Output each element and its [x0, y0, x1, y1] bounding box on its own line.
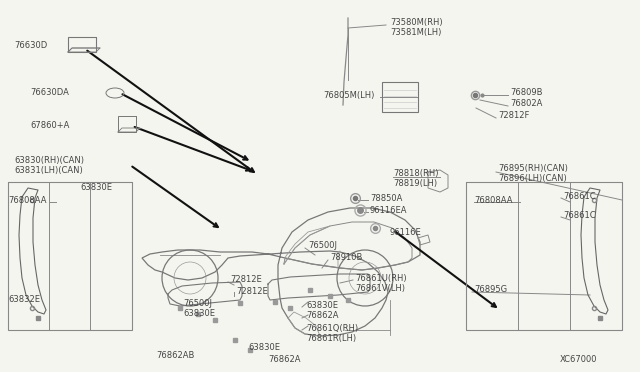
Bar	[466, 182, 622, 330]
Text: 76895(RH)(CAN): 76895(RH)(CAN)	[498, 164, 568, 173]
Text: 76861C: 76861C	[563, 211, 596, 219]
Text: XC67000: XC67000	[560, 356, 598, 365]
Text: 63830E: 63830E	[183, 308, 215, 317]
Text: 76896(LH)(CAN): 76896(LH)(CAN)	[498, 173, 567, 183]
Text: 67860+A: 67860+A	[30, 121, 69, 129]
Text: 96116EA: 96116EA	[370, 205, 408, 215]
Text: 76861V(LH): 76861V(LH)	[355, 283, 405, 292]
Text: 78819(LH): 78819(LH)	[393, 179, 437, 187]
Text: 76861Q(RH): 76861Q(RH)	[306, 324, 358, 333]
Text: 72812E: 72812E	[236, 286, 268, 295]
Text: 78850A: 78850A	[370, 193, 403, 202]
Text: 63830E: 63830E	[306, 301, 338, 310]
Text: 76500J: 76500J	[308, 241, 337, 250]
Text: 76862AB: 76862AB	[156, 350, 195, 359]
Text: 76862A: 76862A	[268, 356, 301, 365]
Text: 63830E: 63830E	[80, 183, 112, 192]
Text: 63831(LH)(CAN): 63831(LH)(CAN)	[14, 166, 83, 174]
Text: 78910B: 78910B	[330, 253, 362, 262]
Text: 76808AA: 76808AA	[474, 196, 513, 205]
Text: 76802A: 76802A	[510, 99, 542, 108]
Text: 76861U(RH): 76861U(RH)	[355, 273, 406, 282]
Text: 72812E: 72812E	[230, 276, 262, 285]
Text: 78818(RH): 78818(RH)	[393, 169, 438, 177]
Text: 76861C: 76861C	[563, 192, 596, 201]
Text: 76805M(LH): 76805M(LH)	[323, 90, 374, 99]
Text: 63830E: 63830E	[248, 343, 280, 352]
Text: 76630DA: 76630DA	[30, 87, 69, 96]
Text: 76500J: 76500J	[183, 298, 212, 308]
Text: 76630D: 76630D	[14, 41, 47, 49]
Text: 73581M(LH): 73581M(LH)	[390, 28, 442, 36]
Text: 63830(RH)(CAN): 63830(RH)(CAN)	[14, 155, 84, 164]
Text: 76809B: 76809B	[510, 87, 543, 96]
Bar	[8, 182, 132, 330]
Text: 96116E: 96116E	[390, 228, 422, 237]
Text: 76862A: 76862A	[306, 311, 339, 320]
Text: 63832E: 63832E	[8, 295, 40, 305]
Text: 76808AA: 76808AA	[8, 196, 47, 205]
Text: 76895G: 76895G	[474, 285, 507, 295]
Text: 73580M(RH): 73580M(RH)	[390, 17, 443, 26]
Text: 72812F: 72812F	[498, 110, 529, 119]
Text: 76861R(LH): 76861R(LH)	[306, 334, 356, 343]
